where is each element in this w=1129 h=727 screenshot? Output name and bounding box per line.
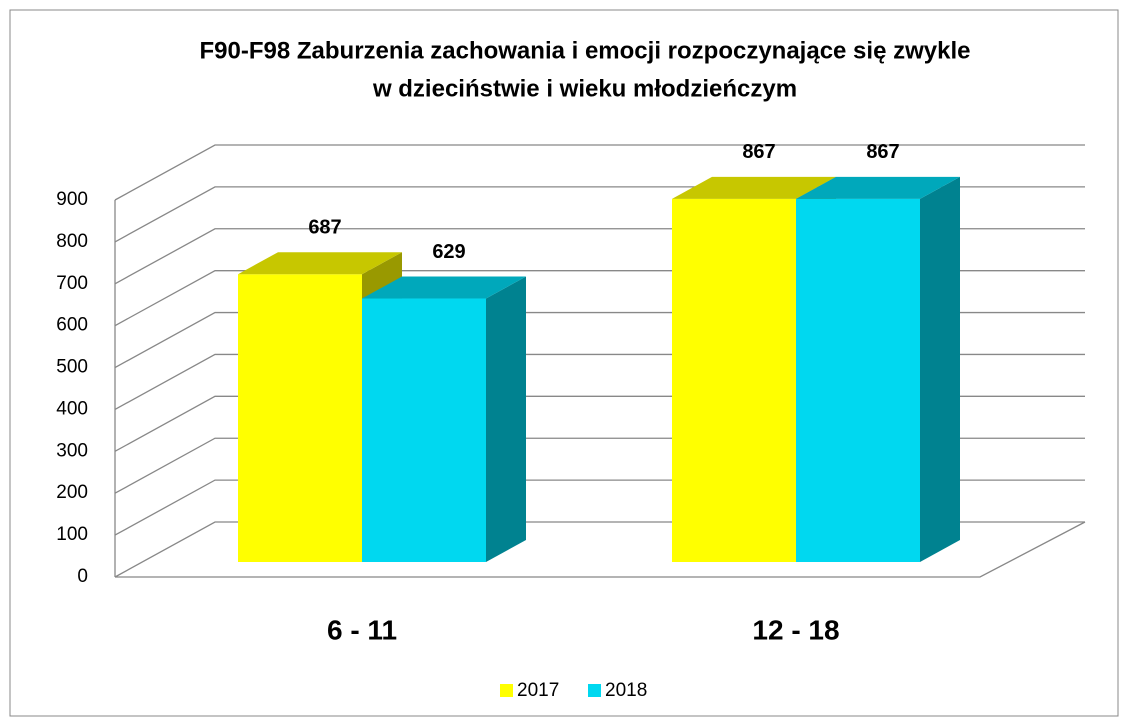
y-tick-label: 600 — [56, 315, 88, 336]
x-tick-label: 12 - 18 — [752, 614, 839, 645]
bar-top — [672, 176, 836, 199]
legend-swatch — [500, 684, 513, 697]
bar — [362, 298, 486, 562]
data-label: 867 — [742, 141, 775, 163]
bar-top — [362, 276, 526, 299]
y-tick-label: 100 — [56, 524, 88, 545]
x-tick-label: 6 - 11 — [327, 614, 397, 645]
legend-label: 2018 — [605, 680, 647, 701]
y-tick-label: 400 — [56, 398, 88, 419]
y-tick-label: 500 — [56, 357, 88, 378]
y-tick-label: 0 — [77, 566, 88, 587]
bar — [672, 198, 796, 562]
grid-line — [114, 144, 1085, 201]
chart-title: F90-F98 Zaburzenia zachowania i emocji r… — [200, 37, 971, 64]
bar-side — [920, 176, 960, 562]
floor — [115, 521, 1086, 578]
y-tick-label: 800 — [56, 231, 88, 252]
y-tick-label: 900 — [56, 189, 88, 210]
y-tick-label: 300 — [56, 440, 88, 461]
bar — [238, 274, 362, 562]
data-label: 867 — [866, 141, 899, 163]
bar — [796, 198, 920, 562]
bar-top — [238, 252, 402, 275]
legend-label: 2017 — [517, 680, 559, 701]
bar-top — [796, 176, 960, 199]
bar-side — [486, 276, 526, 562]
data-label: 629 — [432, 241, 465, 263]
chart-title: w dzieciństwie i wieku młodzieńczym — [372, 75, 797, 102]
y-tick-label: 700 — [56, 273, 88, 294]
data-label: 687 — [308, 217, 341, 239]
legend-swatch — [588, 684, 601, 697]
y-tick-label: 200 — [56, 482, 88, 503]
